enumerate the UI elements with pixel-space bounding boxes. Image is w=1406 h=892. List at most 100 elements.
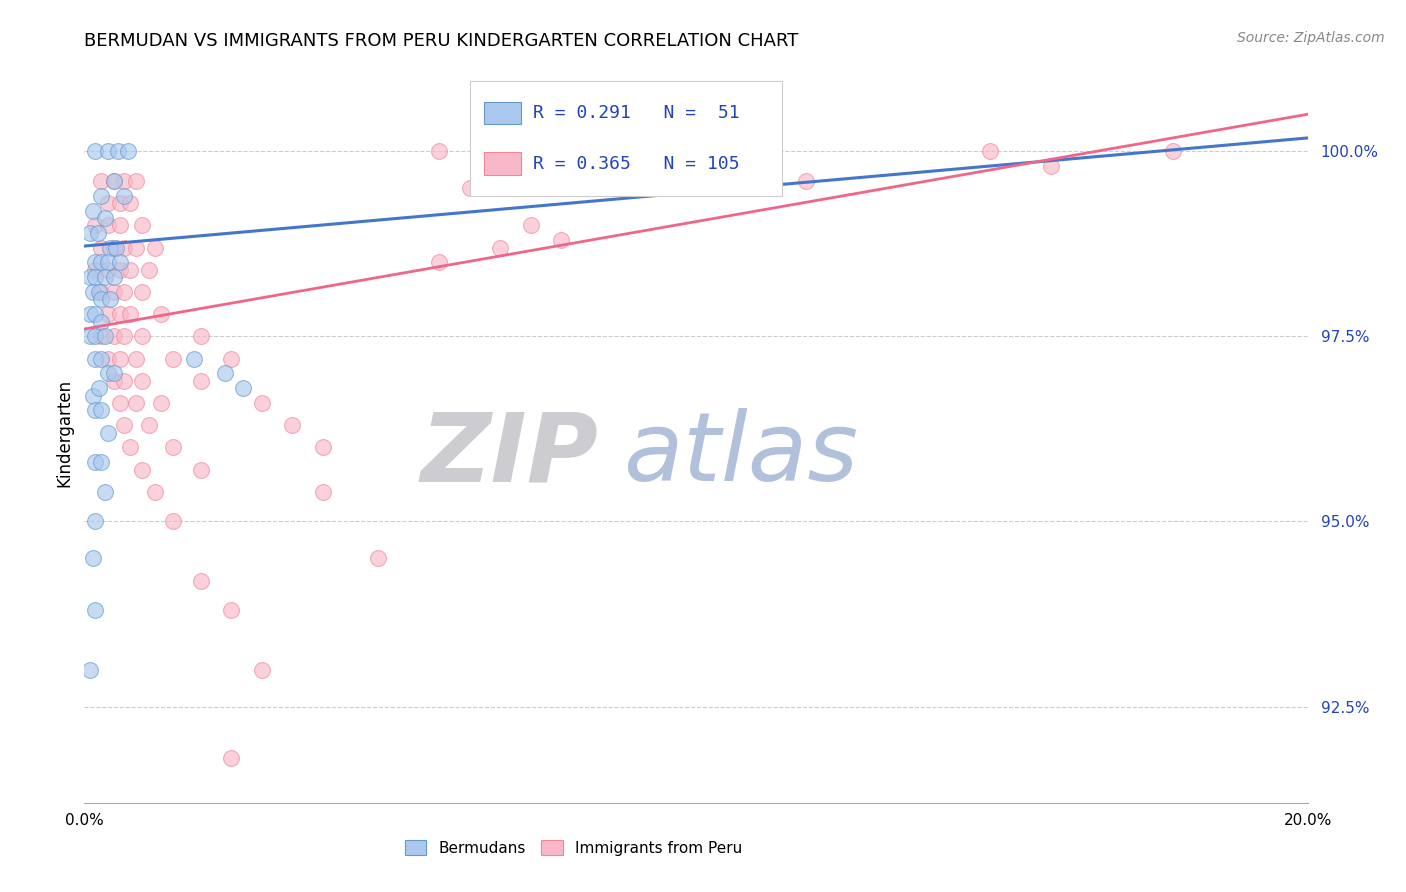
Point xyxy=(84,329,107,343)
Point xyxy=(97,255,120,269)
Point xyxy=(108,307,131,321)
Point xyxy=(214,367,236,381)
Point xyxy=(84,270,107,285)
Point xyxy=(125,351,148,366)
Point xyxy=(120,441,142,455)
Point xyxy=(131,329,153,343)
Point xyxy=(90,174,112,188)
Point xyxy=(190,374,212,388)
Point xyxy=(97,196,120,211)
Point xyxy=(131,462,153,476)
Point xyxy=(98,293,121,307)
Point xyxy=(97,219,120,233)
Point xyxy=(250,663,273,677)
Point xyxy=(117,145,139,159)
Point xyxy=(427,145,450,159)
Point xyxy=(489,145,512,159)
Point xyxy=(87,226,110,240)
Point xyxy=(138,262,160,277)
Point xyxy=(103,285,125,299)
Point xyxy=(112,418,135,433)
Point xyxy=(108,396,131,410)
Point xyxy=(90,255,112,269)
Point xyxy=(103,174,125,188)
Point xyxy=(219,751,242,765)
Point xyxy=(103,174,125,188)
Point xyxy=(108,219,131,233)
Point xyxy=(82,551,104,566)
Point xyxy=(734,159,756,173)
Point xyxy=(90,455,112,469)
Text: R = 0.365   N = 105: R = 0.365 N = 105 xyxy=(533,154,740,172)
Point xyxy=(125,396,148,410)
Point xyxy=(97,145,120,159)
Point xyxy=(82,285,104,299)
Point xyxy=(131,219,153,233)
Point xyxy=(79,329,101,343)
Point xyxy=(250,396,273,410)
Point xyxy=(84,603,107,617)
Point xyxy=(190,329,212,343)
Point xyxy=(183,351,205,366)
FancyBboxPatch shape xyxy=(484,153,522,175)
Text: ZIP: ZIP xyxy=(420,409,598,501)
Point xyxy=(112,285,135,299)
Point xyxy=(103,329,125,343)
Point xyxy=(149,396,172,410)
Point xyxy=(550,233,572,247)
Point xyxy=(112,188,135,202)
Point xyxy=(108,255,131,269)
Point xyxy=(97,367,120,381)
FancyBboxPatch shape xyxy=(484,102,522,124)
Point xyxy=(97,262,120,277)
Point xyxy=(108,351,131,366)
Point xyxy=(84,145,107,159)
Legend: Bermudans, Immigrants from Peru: Bermudans, Immigrants from Peru xyxy=(399,834,748,862)
Point xyxy=(84,255,107,269)
Point xyxy=(108,196,131,211)
Point xyxy=(107,145,129,159)
Point xyxy=(93,211,115,225)
Point xyxy=(143,484,166,499)
Point xyxy=(84,351,107,366)
Point xyxy=(87,285,110,299)
Point xyxy=(87,381,110,395)
Point xyxy=(98,241,121,255)
Point xyxy=(794,174,817,188)
Point xyxy=(103,241,125,255)
Point xyxy=(90,351,112,366)
Point xyxy=(90,188,112,202)
Point xyxy=(82,203,104,218)
Point xyxy=(79,270,101,285)
FancyBboxPatch shape xyxy=(470,81,782,195)
Point xyxy=(219,603,242,617)
Point xyxy=(1161,145,1184,159)
Point xyxy=(84,515,107,529)
Point xyxy=(143,241,166,255)
Point xyxy=(103,270,125,285)
Point xyxy=(312,441,335,455)
Point xyxy=(190,574,212,588)
Point xyxy=(219,351,242,366)
Point xyxy=(79,307,101,321)
Point xyxy=(84,219,107,233)
Point xyxy=(979,145,1001,159)
Point xyxy=(105,241,128,255)
Point xyxy=(84,307,107,321)
Point xyxy=(97,351,120,366)
Point xyxy=(281,418,304,433)
Point xyxy=(162,351,184,366)
Point xyxy=(138,418,160,433)
Point xyxy=(232,381,254,395)
Point xyxy=(367,551,389,566)
Text: Source: ZipAtlas.com: Source: ZipAtlas.com xyxy=(1237,31,1385,45)
Point xyxy=(84,262,107,277)
Point xyxy=(103,374,125,388)
Point xyxy=(190,462,212,476)
Point xyxy=(120,307,142,321)
Text: R = 0.291   N =  51: R = 0.291 N = 51 xyxy=(533,104,740,122)
Point xyxy=(1039,159,1062,173)
Point xyxy=(489,241,512,255)
Point xyxy=(162,515,184,529)
Point xyxy=(90,315,112,329)
